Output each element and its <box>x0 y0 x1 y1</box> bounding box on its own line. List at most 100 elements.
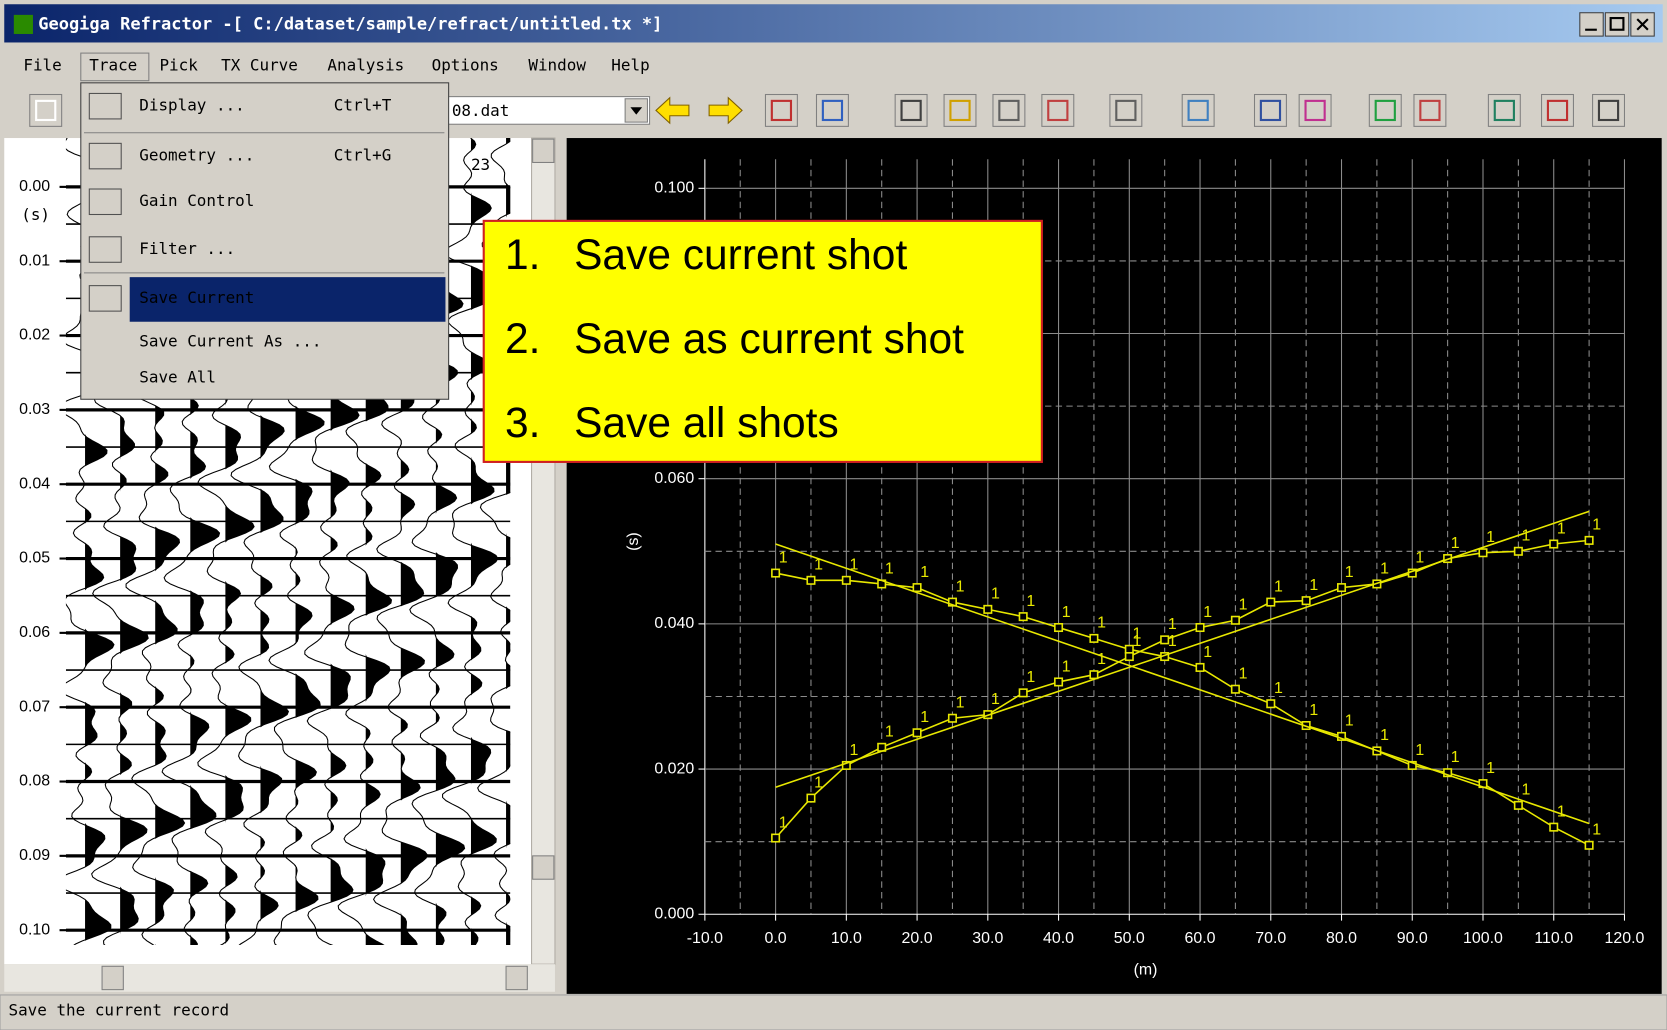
app-icon <box>14 15 33 34</box>
callout-number: 3. <box>505 400 540 447</box>
point-label: 1 <box>1345 564 1354 581</box>
scroll-up[interactable] <box>533 139 554 162</box>
point-marker <box>1090 635 1097 642</box>
menu-item-label[interactable]: Display ... <box>139 96 245 115</box>
point-label: 1 <box>956 695 965 712</box>
toolbar-button[interactable] <box>1042 95 1074 127</box>
point-label: 1 <box>1557 520 1566 537</box>
menu-box <box>81 83 449 399</box>
toolbar-button[interactable] <box>765 95 797 127</box>
point-label: 1 <box>1309 577 1318 594</box>
scroll-right[interactable] <box>506 966 527 989</box>
callout-text: Save current shot <box>574 232 907 279</box>
point-label: 1 <box>814 774 823 791</box>
x-axis-label: (m) <box>1134 962 1158 979</box>
toolbar-button[interactable] <box>993 95 1025 127</box>
toolbar-button[interactable] <box>1414 95 1446 127</box>
point-label: 1 <box>1380 727 1389 744</box>
minimize-button[interactable] <box>1580 13 1603 36</box>
point-marker <box>1585 537 1592 544</box>
toolbar-button[interactable] <box>895 95 927 127</box>
point-label: 1 <box>1132 633 1141 650</box>
toolbar-button[interactable] <box>1369 95 1401 127</box>
point-label: 1 <box>956 578 965 595</box>
menu-item[interactable]: Analysis <box>327 55 404 74</box>
y-tick-label: 0.020 <box>654 760 694 777</box>
scroll-left[interactable] <box>102 966 123 989</box>
toolbar-button[interactable] <box>1110 95 1142 127</box>
menu-item[interactable]: Pick <box>159 55 198 74</box>
menu-item[interactable]: TX Curve <box>221 55 298 74</box>
point-marker <box>1019 689 1026 696</box>
point-marker <box>1055 678 1062 685</box>
time-tick-label: 0.05 <box>19 550 50 567</box>
time-tick-label: 0.09 <box>19 847 50 864</box>
point-label: 1 <box>1345 713 1354 730</box>
menu-item-shortcut: Ctrl+T <box>334 96 392 115</box>
toolbar-button[interactable] <box>1182 95 1214 127</box>
point-label: 1 <box>1097 651 1106 668</box>
status-text: Save the current record <box>9 1000 230 1019</box>
point-label: 1 <box>1451 749 1460 766</box>
maximize-button[interactable] <box>1605 13 1628 36</box>
callout-text: Save as current shot <box>574 316 964 363</box>
time-unit: (s) <box>21 205 50 224</box>
toolbar-button[interactable] <box>816 95 848 127</box>
toolbar-button[interactable] <box>1255 95 1287 127</box>
point-marker <box>807 794 814 801</box>
point-marker <box>1479 549 1486 556</box>
menu-item[interactable]: Options <box>432 55 499 74</box>
menu-item-label[interactable]: Filter ... <box>139 239 235 258</box>
point-label: 1 <box>1592 517 1601 534</box>
point-label: 1 <box>991 586 1000 603</box>
point-label: 1 <box>1415 549 1424 566</box>
toolbar-button[interactable] <box>30 95 62 127</box>
menu-item-label[interactable]: Save Current <box>139 288 254 307</box>
trace-label: 23 <box>471 155 490 174</box>
horizontal-scrollbar[interactable] <box>4 964 555 992</box>
point-marker <box>772 569 779 576</box>
toolbar-button[interactable] <box>1542 95 1574 127</box>
menu-item[interactable]: Help <box>611 55 649 74</box>
point-label: 1 <box>1592 822 1601 839</box>
time-tick-label: 0.06 <box>19 624 50 641</box>
point-label: 1 <box>1415 742 1424 759</box>
menu-item-label[interactable]: Geometry ... <box>139 146 254 165</box>
point-label: 1 <box>1168 616 1177 633</box>
window-buttons[interactable] <box>1580 13 1654 36</box>
point-label: 1 <box>1309 702 1318 719</box>
time-tick-label: 0.10 <box>19 921 50 938</box>
toolbar-button[interactable] <box>1593 95 1625 127</box>
point-label: 1 <box>1062 658 1071 675</box>
menu-item-label[interactable]: Save Current As ... <box>139 331 321 350</box>
point-label: 1 <box>885 560 894 577</box>
x-tick-label: 120.0 <box>1605 930 1645 947</box>
menu-bar: File Trace Pick TX Curve Analysis Options Wind… <box>23 55 649 74</box>
menu-item[interactable]: Window <box>528 55 586 74</box>
y-tick-label: 0.000 <box>654 905 694 922</box>
callout-number: 1. <box>505 232 540 279</box>
x-tick-label: 70.0 <box>1255 930 1286 947</box>
toolbar-button[interactable] <box>1488 95 1520 127</box>
point-marker <box>984 606 991 613</box>
point-label: 1 <box>1062 604 1071 621</box>
app-window: Geogiga Refractor -[ C:/dataset/sample/r… <box>0 0 1667 1030</box>
point-label: 1 <box>1274 680 1283 697</box>
point-label: 1 <box>920 564 929 581</box>
menu-item[interactable]: File <box>23 55 61 74</box>
point-label: 1 <box>1451 535 1460 552</box>
point-label: 1 <box>1203 604 1212 621</box>
y-axis-label: (s) <box>625 532 642 551</box>
menu-item-label[interactable]: Save All <box>139 368 216 387</box>
callout-text: Save all shots <box>574 400 839 447</box>
scroll-down[interactable] <box>533 856 554 879</box>
toolbar-button[interactable] <box>1299 95 1331 127</box>
point-label: 1 <box>1274 578 1283 595</box>
toolbar-button[interactable] <box>944 95 976 127</box>
menu-item-label[interactable]: Gain Control <box>139 191 254 210</box>
menu-item[interactable]: Trace <box>89 55 137 74</box>
time-tick-label: 0.03 <box>19 401 50 418</box>
point-label: 1 <box>1486 760 1495 777</box>
time-tick-label: 0.00 <box>19 178 50 195</box>
point-marker <box>913 584 920 591</box>
